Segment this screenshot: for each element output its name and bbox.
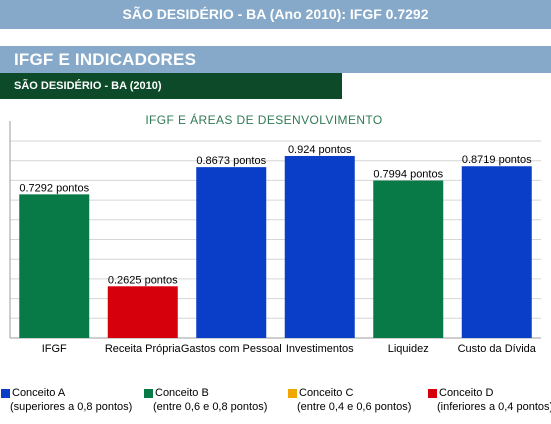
bar-value-label: 0.2625 pontos <box>108 274 178 286</box>
page-banner-title: SÃO DESIDÉRIO - BA (Ano 2010): IFGF 0.72… <box>0 0 551 29</box>
bar-value-label: 0.924 pontos <box>288 144 352 156</box>
bar-custo-da-divida <box>461 166 532 338</box>
legend-name: Conceito C <box>299 387 354 399</box>
bar-gastos-com-pessoal <box>196 167 267 338</box>
legend-range: (inferiores a 0,4 pontos) <box>437 401 551 413</box>
section-subtitle: SÃO DESIDÉRIO - BA (2010) <box>0 73 342 99</box>
bar-receita-propria <box>107 286 178 338</box>
legend-range: (entre 0,6 e 0,8 pontos) <box>153 401 268 413</box>
section-title: IFGF E INDICADORES <box>0 46 551 73</box>
legend-name: Conceito B <box>155 387 209 399</box>
legend-swatch <box>288 389 297 398</box>
bar-value-label: 0.7994 pontos <box>373 169 443 181</box>
x-tick-label: Liquidez <box>388 343 429 355</box>
legend-range: (entre 0,4 e 0,6 pontos) <box>297 401 412 413</box>
x-tick-label: Investimentos <box>286 343 354 355</box>
bar-ifgf <box>19 194 90 338</box>
bar-investimentos <box>284 155 355 338</box>
bar-value-label: 0.7292 pontos <box>19 182 89 194</box>
legend-swatch <box>428 389 437 398</box>
x-tick-label: Receita Própria <box>105 343 182 355</box>
legend-swatch <box>144 389 153 398</box>
bar-value-label: 0.8673 pontos <box>196 155 266 167</box>
x-tick-label: IFGF <box>42 343 67 355</box>
x-tick-label: Custo da Dívida <box>458 343 537 355</box>
bar-value-label: 0.8719 pontos <box>462 154 532 166</box>
legend-range: (superiores a 0,8 pontos) <box>10 401 133 413</box>
chart-title: IFGF E ÁREAS DE DESENVOLVIMENTO <box>145 112 382 127</box>
legend-name: Conceito D <box>439 387 494 399</box>
x-tick-label: Gastos com Pessoal <box>181 343 282 355</box>
bar-liquidez <box>373 180 444 338</box>
legend-swatch <box>1 389 10 398</box>
legend-name: Conceito A <box>12 387 66 399</box>
bar-chart: IFGF E ÁREAS DE DESENVOLVIMENTO 0.7292 p… <box>9 112 541 355</box>
